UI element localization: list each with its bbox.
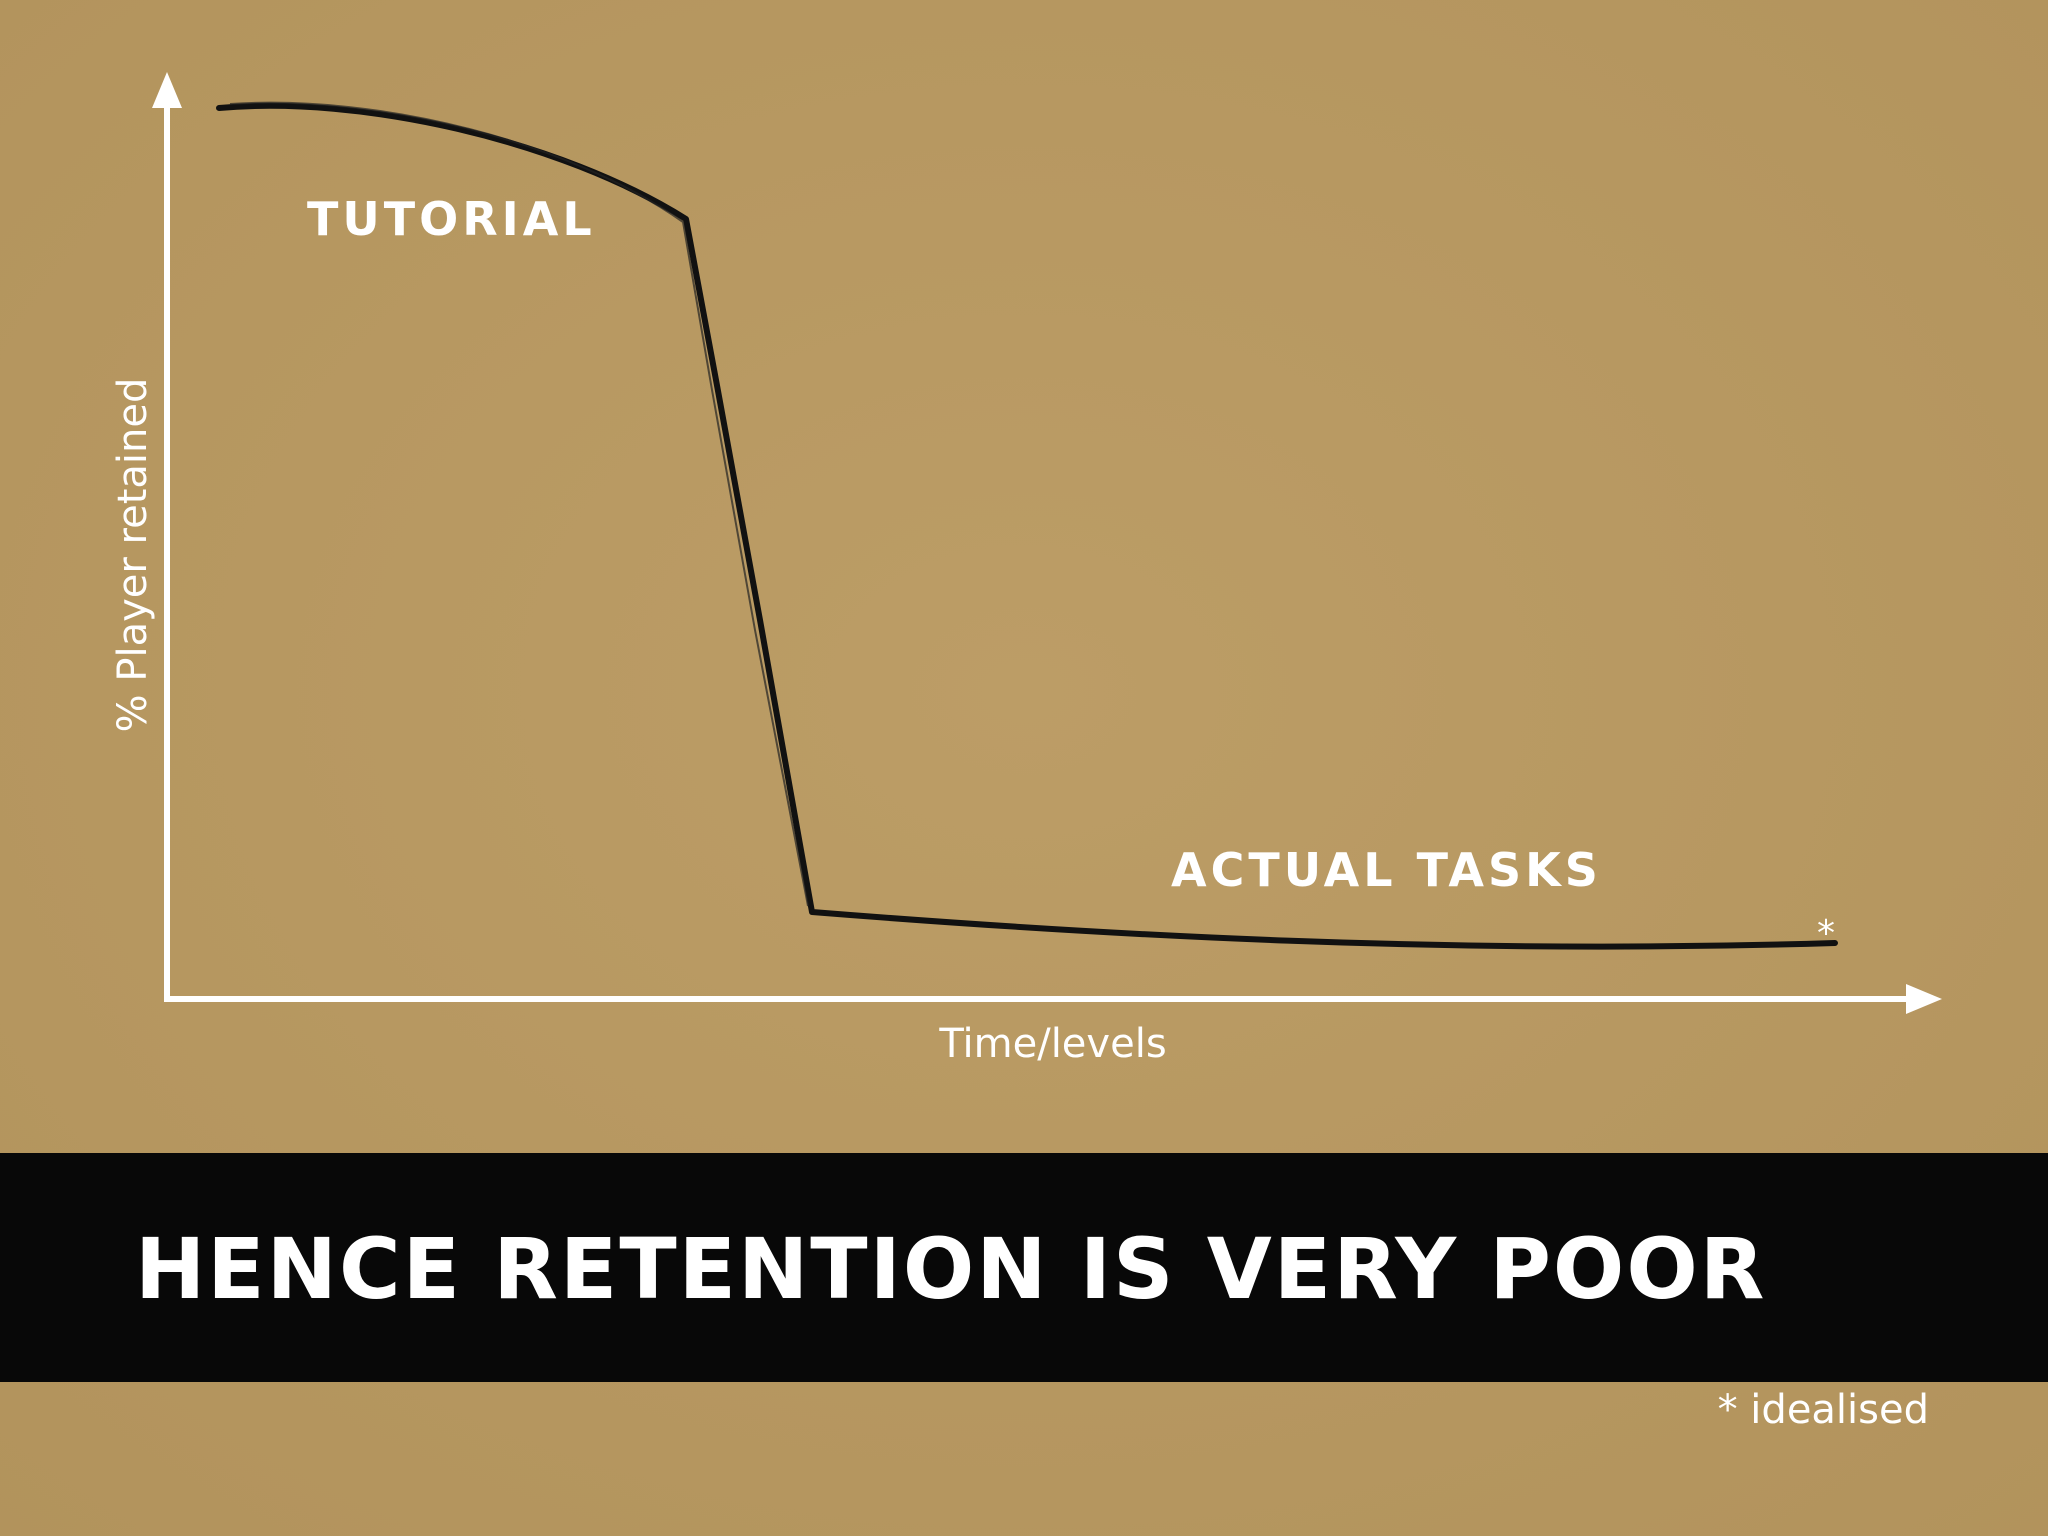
annotation-asterisk: * xyxy=(1817,913,1835,954)
banner-text: HENCE RETENTION IS VERY POOR xyxy=(135,1220,1766,1318)
x-axis-arrow xyxy=(1906,984,1942,1014)
annotation-actual-tasks: ACTUAL TASKS xyxy=(1171,843,1602,897)
x-axis-label: Time/levels xyxy=(938,1021,1166,1067)
annotation-tutorial: TUTORIAL xyxy=(307,192,596,246)
banner xyxy=(0,1153,2048,1382)
y-axis-label: % Player retained xyxy=(110,378,156,733)
retention-curve xyxy=(216,102,1838,950)
footnote: * idealised xyxy=(1718,1387,1929,1433)
y-axis-arrow xyxy=(152,72,182,108)
curve-sketch-stroke xyxy=(229,101,809,907)
